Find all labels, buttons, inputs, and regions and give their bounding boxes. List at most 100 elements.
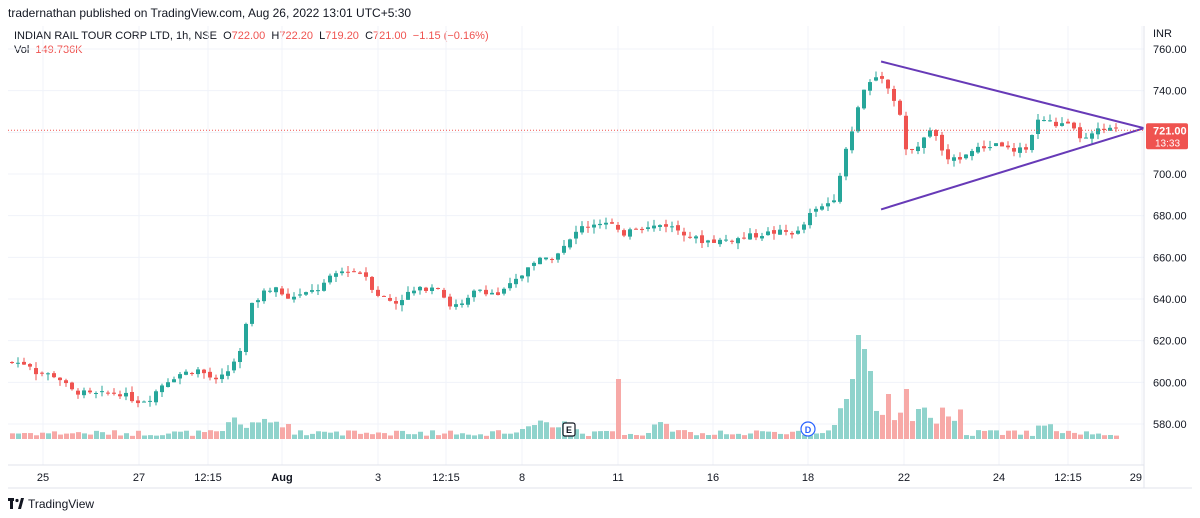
volume-bar: [292, 434, 297, 439]
volume-bar: [502, 433, 507, 439]
volume-bar: [130, 435, 135, 439]
volume-bar: [448, 430, 453, 439]
volume-bar: [982, 430, 987, 439]
candle-body: [574, 231, 578, 239]
volume-bar: [436, 435, 441, 439]
volume-bar: [298, 430, 303, 439]
tradingview-logo-icon: [8, 498, 24, 509]
volume-bar: [136, 430, 141, 439]
volume-bar: [874, 410, 879, 439]
candle-body: [724, 239, 728, 241]
currency-label: INR: [1153, 28, 1172, 40]
candle-body: [190, 373, 194, 375]
candle-body: [112, 392, 116, 394]
candle-body: [862, 89, 866, 109]
countdown-value: 13:33: [1155, 138, 1180, 149]
volume-bar: [856, 335, 861, 439]
time-axis-ticks[interactable]: 25 27 12:15 Aug 3 12:15 8 11 16 18 22 24 12:15 29: [37, 472, 1142, 484]
volume-bar: [718, 430, 723, 439]
candle-body: [238, 350, 242, 363]
publisher-line: tradernathan published on TradingView.co…: [8, 6, 412, 20]
volume-bar: [694, 435, 699, 439]
candle-body: [910, 148, 914, 150]
time-tick: 12:15: [194, 472, 222, 484]
candle-body: [358, 272, 362, 274]
candle-body: [346, 271, 350, 273]
candle-body: [622, 230, 626, 236]
volume-bar: [712, 434, 717, 439]
candle-body: [790, 232, 794, 235]
candle-body: [1078, 127, 1082, 139]
volume-bar: [400, 430, 405, 439]
volume-bar: [814, 433, 819, 439]
candle-body: [232, 361, 236, 371]
candle-body: [1072, 122, 1076, 129]
volume-bar: [478, 434, 483, 439]
candle-body: [400, 300, 404, 306]
volume-bar: [916, 409, 921, 439]
trendline[interactable]: [880, 60, 1145, 130]
candlesticks: [10, 71, 1118, 408]
volume-bar: [514, 432, 519, 439]
candle-body: [652, 225, 656, 229]
volume-bar: [592, 431, 597, 439]
high-label: H: [271, 30, 280, 42]
volume-bar: [256, 422, 261, 439]
volume-bar: [844, 399, 849, 439]
candle-body: [796, 230, 800, 234]
volume-bar: [640, 435, 645, 439]
candle-body: [226, 371, 230, 376]
candle-body: [808, 213, 812, 226]
candle-body: [1102, 128, 1106, 131]
volume-bar: [664, 423, 669, 439]
volume-label[interactable]: Vol: [14, 44, 30, 56]
tradingview-footer[interactable]: TradingView: [8, 497, 94, 511]
volume-bar: [808, 435, 813, 439]
candle-body: [316, 290, 320, 292]
trendline[interactable]: [880, 127, 1145, 211]
candle-body: [922, 137, 926, 148]
volume-legend: Vol 149.736K: [14, 44, 83, 56]
triangle-trendlines[interactable]: [880, 60, 1145, 211]
volume-bar: [928, 417, 933, 439]
volume-bar: [778, 433, 783, 439]
candle-body: [424, 287, 428, 291]
candle-body: [874, 77, 878, 81]
volume-bar: [886, 394, 891, 439]
volume-bar: [34, 435, 39, 439]
volume-bar: [604, 430, 609, 439]
volume-bar: [70, 433, 75, 439]
volume-bar: [772, 431, 777, 439]
candle-body: [214, 377, 218, 380]
volume-bar: [1006, 430, 1011, 439]
candle-body: [202, 369, 206, 374]
volume-bar: [370, 434, 375, 439]
volume-value: 149.736K: [35, 44, 83, 56]
low-label: L: [319, 30, 326, 42]
volume-bar: [190, 435, 195, 439]
candle-body: [172, 379, 176, 383]
candle-body: [412, 290, 416, 294]
candle-body: [142, 401, 146, 403]
event-marker-d[interactable]: D: [800, 421, 816, 437]
last-price-badge: 721.00 13:33: [1146, 123, 1188, 150]
candle-body: [664, 224, 668, 227]
candle-body: [364, 272, 368, 277]
candle-body: [628, 229, 632, 237]
volume-bar: [184, 430, 189, 439]
volume-bar: [1036, 425, 1041, 439]
volume-bar: [430, 430, 435, 439]
volume-bar: [388, 435, 393, 439]
symbol-name[interactable]: INDIAN RAIL TOUR CORP LTD, 1h, NSE: [14, 30, 217, 42]
change-value: −1.15 (−0.16%): [412, 30, 489, 42]
price-axis-ticks[interactable]: 580.00 600.00 620.00 640.00 660.00 680.00 700.…: [1153, 44, 1187, 431]
candle-body: [532, 262, 536, 266]
event-marker-e[interactable]: E: [562, 422, 576, 437]
candle-body: [760, 236, 764, 239]
candle-body: [454, 304, 458, 307]
volume-bar: [838, 408, 843, 439]
candle-body: [586, 226, 590, 228]
candle-body: [268, 290, 272, 292]
